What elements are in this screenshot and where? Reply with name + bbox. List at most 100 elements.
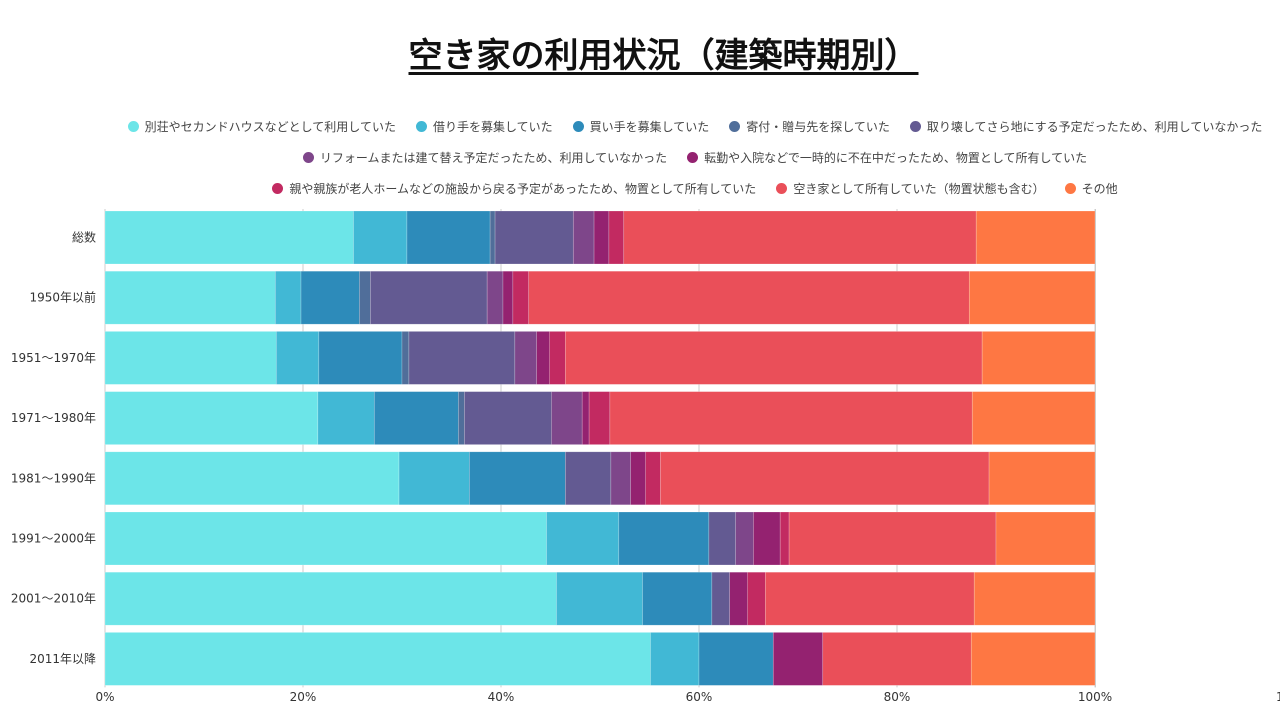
bar-segment[interactable]: [502, 270, 514, 325]
bar-segment[interactable]: [765, 571, 975, 626]
chart-title: 空き家の利用状況（建築時期別）: [0, 28, 1280, 77]
bar-segment[interactable]: [565, 451, 612, 506]
bar-segment[interactable]: [981, 331, 1096, 385]
bar-segment[interactable]: [512, 270, 530, 325]
legend-swatch-icon: [302, 152, 314, 163]
bar-segment[interactable]: [489, 210, 496, 265]
bar-segment[interactable]: [729, 571, 748, 626]
bar-segment[interactable]: [650, 632, 700, 686]
bar-segment[interactable]: [753, 511, 781, 566]
legend-item[interactable]: 取り壊してさら地にする予定だったため、利用していなかった: [909, 118, 1262, 135]
bar-segment[interactable]: [514, 331, 537, 385]
bar-segment[interactable]: [975, 210, 1096, 265]
bar-segment[interactable]: [645, 451, 661, 506]
bar-segment[interactable]: [973, 571, 1096, 626]
bar-segment[interactable]: [104, 451, 400, 506]
legend-item[interactable]: 親や親族が老人ホームなどの施設から戻る予定があったため、物置として所有していた: [272, 180, 756, 197]
y-tick-label: 1951～1970年: [11, 351, 96, 365]
bar-segment[interactable]: [458, 391, 465, 445]
legend-item[interactable]: 寄付・贈与先を探していた: [729, 118, 890, 135]
bar-segment[interactable]: [588, 391, 611, 445]
bar-segment[interactable]: [609, 391, 973, 445]
legend-item[interactable]: 別荘やセカンドハウスなどとして利用していた: [127, 118, 396, 135]
x-tick-label: 80%: [884, 690, 911, 704]
legend-item[interactable]: 借り手を募集していた: [415, 118, 553, 135]
legend-item[interactable]: その他: [1064, 180, 1118, 197]
bar-segment[interactable]: [398, 451, 470, 506]
bar-segment[interactable]: [464, 391, 552, 445]
legend-item[interactable]: リフォームまたは建て替え予定だったため、利用していなかった: [302, 149, 667, 166]
bar-segment[interactable]: [353, 210, 408, 265]
bar-segment[interactable]: [104, 210, 354, 265]
bar-segment[interactable]: [401, 331, 410, 385]
bar-segment[interactable]: [772, 632, 824, 686]
bar-segment[interactable]: [708, 511, 736, 566]
legend-swatch-icon: [415, 121, 427, 132]
bar-segment[interactable]: [549, 331, 566, 385]
legend-item[interactable]: 買い手を募集していた: [572, 118, 709, 135]
legend-label: 転勤や入院などで一時的に不在中だったため、物置として所有していた: [704, 151, 1088, 165]
bar-segment[interactable]: [104, 270, 276, 325]
bar-segment[interactable]: [536, 331, 550, 385]
legend-label: 借り手を募集していた: [432, 120, 553, 134]
bar-segment[interactable]: [660, 451, 990, 506]
legend-label: 寄付・贈与先を探していた: [746, 120, 890, 134]
bar-segment[interactable]: [104, 391, 319, 445]
bar-segment[interactable]: [373, 391, 459, 445]
bar-segment[interactable]: [642, 571, 713, 626]
bar-segment[interactable]: [988, 451, 1096, 506]
bar-segment[interactable]: [104, 632, 651, 686]
legend-swatch-icon: [687, 152, 699, 163]
bar-segment[interactable]: [971, 391, 1096, 445]
bar-segment[interactable]: [486, 270, 504, 325]
y-tick-label: 1971～1980年: [11, 411, 96, 425]
bar-segment[interactable]: [275, 331, 320, 385]
bar-segment[interactable]: [408, 331, 516, 385]
bar-segment[interactable]: [970, 632, 1096, 686]
bar-segment[interactable]: [104, 511, 547, 566]
bar-segment[interactable]: [370, 270, 488, 325]
bar-segment[interactable]: [406, 210, 491, 265]
bar-segment[interactable]: [747, 571, 766, 626]
bar-segment[interactable]: [551, 391, 583, 445]
legend-label: 空き家として所有していた（物置状態も含む）: [793, 182, 1045, 196]
bar-segment[interactable]: [469, 451, 566, 506]
bar-segment[interactable]: [630, 451, 646, 506]
bar-segment[interactable]: [104, 331, 277, 385]
legend-swatch-icon: [1064, 183, 1076, 194]
bar-segment[interactable]: [822, 632, 972, 686]
bar-segment[interactable]: [711, 571, 730, 626]
y-tick-label: 2001～2010年: [11, 592, 96, 606]
bar-segment[interactable]: [317, 391, 375, 445]
bar-segment[interactable]: [556, 571, 643, 626]
bar-segment[interactable]: [735, 511, 754, 566]
chart-title-text: 空き家の利用状況（建築時期別）: [408, 36, 919, 76]
legend-item[interactable]: 空き家として所有していた（物置状態も含む）: [776, 180, 1045, 197]
bar-segment[interactable]: [968, 270, 1096, 325]
bar-segment[interactable]: [995, 511, 1096, 566]
bar-segment[interactable]: [581, 391, 590, 445]
bar-segment[interactable]: [610, 451, 631, 506]
bar-segment[interactable]: [565, 331, 983, 385]
legend-label: その他: [1081, 182, 1118, 196]
bar-segment[interactable]: [494, 210, 574, 265]
bar-segment[interactable]: [359, 270, 371, 325]
legend-swatch-icon: [729, 121, 741, 132]
bar-segment[interactable]: [618, 511, 710, 566]
bar-segment[interactable]: [698, 632, 774, 686]
bar-segment[interactable]: [318, 331, 403, 385]
bar-segment[interactable]: [623, 210, 977, 265]
x-tick-label: 60%: [686, 690, 713, 704]
bar-segment[interactable]: [104, 571, 557, 626]
legend-swatch-icon: [572, 121, 584, 132]
bar-segment[interactable]: [788, 511, 997, 566]
legend-item[interactable]: 転勤や入院などで一時的に不在中だったため、物置として所有していた: [687, 149, 1087, 166]
bar-segment[interactable]: [528, 270, 970, 325]
bar-segment[interactable]: [274, 270, 302, 325]
bar-segment[interactable]: [608, 210, 625, 265]
bar-segment[interactable]: [593, 210, 610, 265]
bar-segment[interactable]: [572, 210, 595, 265]
bar-segment[interactable]: [546, 511, 620, 566]
bar-segment[interactable]: [300, 270, 360, 325]
bar-segment[interactable]: [779, 511, 790, 566]
